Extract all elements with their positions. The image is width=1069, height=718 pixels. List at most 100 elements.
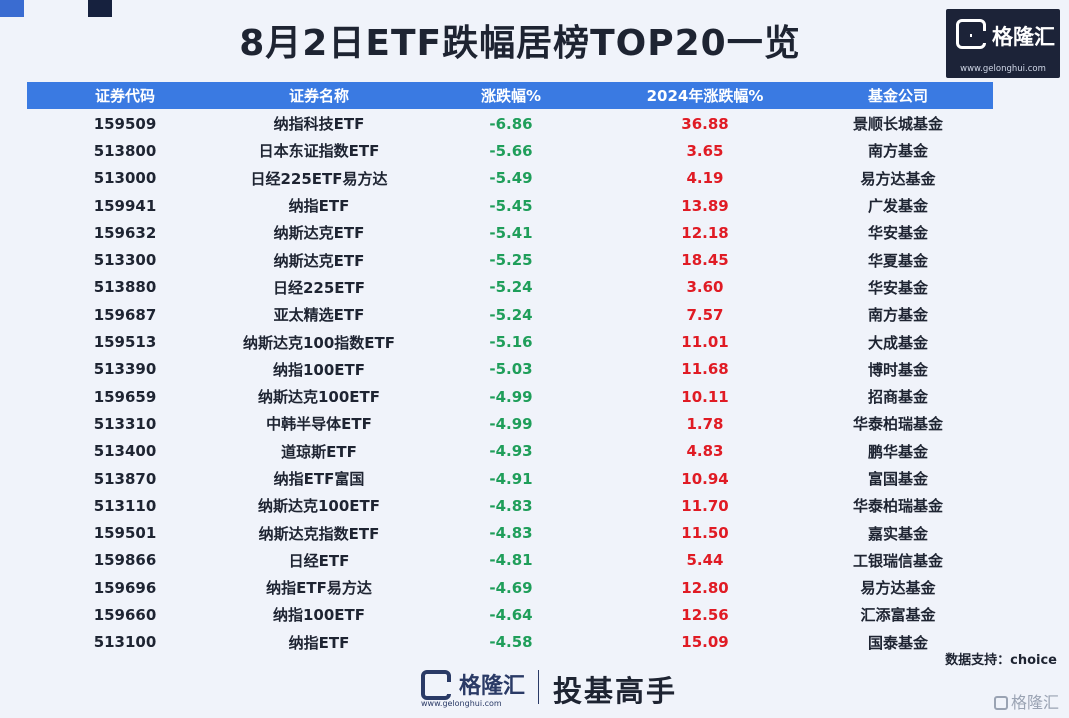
cell-fund-company: 华泰柏瑞基金 xyxy=(852,497,943,516)
footer-logo-name: 格隆汇 xyxy=(459,674,526,699)
cell-change: -4.99 xyxy=(489,414,533,433)
cell-name: 纳斯达克100ETF xyxy=(257,388,381,407)
table-row: 513300 纳斯达克ETF -5.25 18.45 华夏基金 xyxy=(27,246,993,273)
cell-code: 513870 xyxy=(93,469,157,488)
cell-change: -5.45 xyxy=(489,196,533,215)
footer-logo: 格隆汇 www.gelonghui.com xyxy=(421,668,541,708)
cell-code: 513000 xyxy=(93,169,157,188)
cell-code: 159941 xyxy=(93,196,157,215)
cell-fund-company: 华泰柏瑞基金 xyxy=(852,415,943,434)
cell-ytd-change: 11.01 xyxy=(681,333,729,352)
footer-divider xyxy=(538,670,539,704)
cell-fund-company: 华安基金 xyxy=(867,278,928,297)
cell-change: -4.81 xyxy=(489,551,533,570)
cell-code: 159659 xyxy=(93,387,157,406)
table-row: 159687 亚太精选ETF -5.24 7.57 南方基金 xyxy=(27,301,993,328)
cell-name: 道琼斯ETF xyxy=(281,442,357,461)
cell-name: 纳斯达克100ETF xyxy=(257,497,381,516)
cell-fund-company: 南方基金 xyxy=(867,142,928,161)
table-row: 159632 纳斯达克ETF -5.41 12.18 华安基金 xyxy=(27,219,993,246)
cell-ytd-change: 13.89 xyxy=(681,196,729,215)
cell-change: -4.58 xyxy=(489,633,533,652)
watermark: 格隆汇 xyxy=(993,689,1059,713)
corner-decoration xyxy=(0,0,24,17)
table-row: 513100 纳指ETF -4.58 15.09 国泰基金 xyxy=(27,629,993,656)
header-code: 证券代码 xyxy=(94,87,155,105)
cell-name: 纳指100ETF xyxy=(272,606,366,625)
corner-decoration xyxy=(88,0,112,17)
cell-ytd-change: 11.50 xyxy=(681,524,729,543)
cell-fund-company: 国泰基金 xyxy=(867,633,928,652)
cell-code: 159513 xyxy=(93,333,157,352)
cell-code: 513400 xyxy=(93,442,157,461)
table-row: 513390 纳指100ETF -5.03 11.68 博时基金 xyxy=(27,356,993,383)
cell-name: 纳指科技ETF xyxy=(273,115,365,134)
cell-code: 513390 xyxy=(93,360,157,379)
cell-ytd-change: 18.45 xyxy=(681,251,729,270)
cell-change: -5.66 xyxy=(489,141,533,160)
cell-change: -4.64 xyxy=(489,605,533,624)
logo-icon xyxy=(956,19,986,49)
table-header: 证券代码 证券名称 涨跌幅% 2024年涨跌幅% 基金公司 xyxy=(27,82,993,109)
cell-ytd-change: 10.11 xyxy=(681,387,729,406)
table-row: 159866 日经ETF -4.81 5.44 工银瑞信基金 xyxy=(27,547,993,574)
cell-name: 中韩半导体ETF xyxy=(266,415,372,434)
cell-fund-company: 招商基金 xyxy=(867,388,928,407)
cell-fund-company: 大成基金 xyxy=(867,333,928,352)
cell-ytd-change: 10.94 xyxy=(681,469,729,488)
cell-code: 159660 xyxy=(93,605,157,624)
cell-ytd-change: 12.18 xyxy=(681,223,729,242)
cell-name: 日经ETF xyxy=(288,551,350,570)
cell-ytd-change: 5.44 xyxy=(686,551,724,570)
cell-fund-company: 景顺长城基金 xyxy=(852,115,943,134)
table-row: 159941 纳指ETF -5.45 13.89 广发基金 xyxy=(27,192,993,219)
cell-code: 513300 xyxy=(93,251,157,270)
footer-logo-url: www.gelonghui.com xyxy=(421,699,502,708)
cell-name: 纳斯达克指数ETF xyxy=(258,524,380,543)
cell-change: -5.16 xyxy=(489,333,533,352)
cell-fund-company: 工银瑞信基金 xyxy=(852,551,943,570)
header-fund-company: 基金公司 xyxy=(867,87,928,105)
cell-change: -5.03 xyxy=(489,360,533,379)
cell-ytd-change: 11.68 xyxy=(681,360,729,379)
cell-change: -4.93 xyxy=(489,442,533,461)
table-row: 159501 纳斯达克指数ETF -4.83 11.50 嘉实基金 xyxy=(27,519,993,546)
cell-fund-company: 广发基金 xyxy=(867,197,928,216)
cell-fund-company: 博时基金 xyxy=(867,360,928,379)
table-row: 159660 纳指100ETF -4.64 12.56 汇添富基金 xyxy=(27,601,993,628)
cell-name: 日经225ETF xyxy=(272,278,366,297)
cell-change: -4.83 xyxy=(489,524,533,543)
cell-name: 日本东证指数ETF xyxy=(258,142,380,161)
cell-change: -5.25 xyxy=(489,251,533,270)
cell-change: -5.49 xyxy=(489,169,533,188)
logo-url: www.gelonghui.com xyxy=(960,64,1046,74)
data-source: 数据支持：choice xyxy=(945,653,1057,668)
cell-ytd-change: 36.88 xyxy=(681,114,729,133)
cell-code: 159866 xyxy=(93,551,157,570)
header-change: 涨跌幅% xyxy=(480,87,542,105)
footer-slogan: 投基高手 xyxy=(553,674,678,708)
table-row: 513880 日经225ETF -5.24 3.60 华安基金 xyxy=(27,274,993,301)
cell-name: 亚太精选ETF xyxy=(273,306,365,325)
table-row: 159513 纳斯达克100指数ETF -5.16 11.01 大成基金 xyxy=(27,328,993,355)
brand-logo: 格隆汇 www.gelonghui.com xyxy=(946,9,1060,78)
footer-logo-icon xyxy=(421,670,451,700)
cell-fund-company: 华安基金 xyxy=(867,224,928,243)
table-body: 159509 纳指科技ETF -6.86 36.88 景顺长城基金 513800 日本东证指… xyxy=(27,110,993,656)
cell-name: 纳指ETF xyxy=(288,197,350,216)
cell-ytd-change: 7.57 xyxy=(686,305,724,324)
table-row: 513870 纳指ETF富国 -4.91 10.94 富国基金 xyxy=(27,465,993,492)
cell-change: -4.69 xyxy=(489,578,533,597)
cell-change: -4.99 xyxy=(489,387,533,406)
cell-code: 513310 xyxy=(93,414,157,433)
cell-code: 159687 xyxy=(93,305,157,324)
cell-change: -5.41 xyxy=(489,223,533,242)
cell-name: 纳斯达克ETF xyxy=(273,224,365,243)
cell-name: 纳指ETF富国 xyxy=(273,470,365,488)
cell-name: 纳指ETF易方达 xyxy=(266,579,372,598)
cell-ytd-change: 4.83 xyxy=(686,442,724,461)
cell-ytd-change: 11.70 xyxy=(681,496,729,515)
cell-ytd-change: 15.09 xyxy=(681,633,729,652)
table-row: 513000 日经225ETF易方达 -5.49 4.19 易方达基金 xyxy=(27,165,993,192)
cell-ytd-change: 12.56 xyxy=(681,605,729,624)
